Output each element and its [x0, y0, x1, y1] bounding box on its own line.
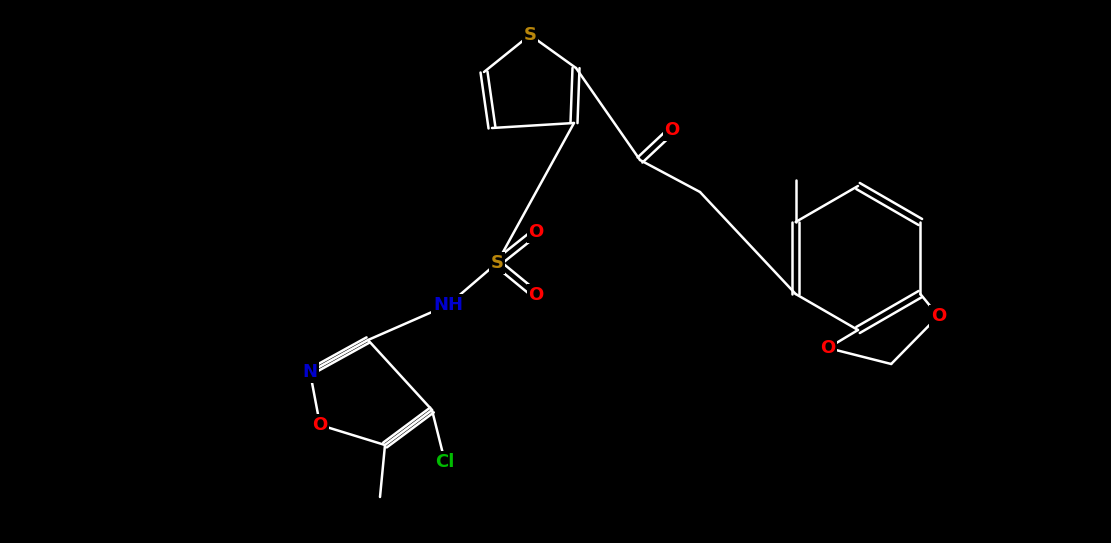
Text: S: S — [490, 254, 503, 272]
Text: O: O — [931, 307, 945, 325]
Text: S: S — [523, 26, 537, 44]
Text: O: O — [820, 339, 835, 357]
Text: N: N — [302, 363, 318, 381]
Text: O: O — [529, 223, 543, 241]
Text: NH: NH — [433, 296, 463, 314]
Text: Cl: Cl — [436, 453, 454, 471]
Text: O: O — [664, 121, 680, 139]
Text: O: O — [529, 286, 543, 304]
Text: O: O — [312, 416, 328, 434]
